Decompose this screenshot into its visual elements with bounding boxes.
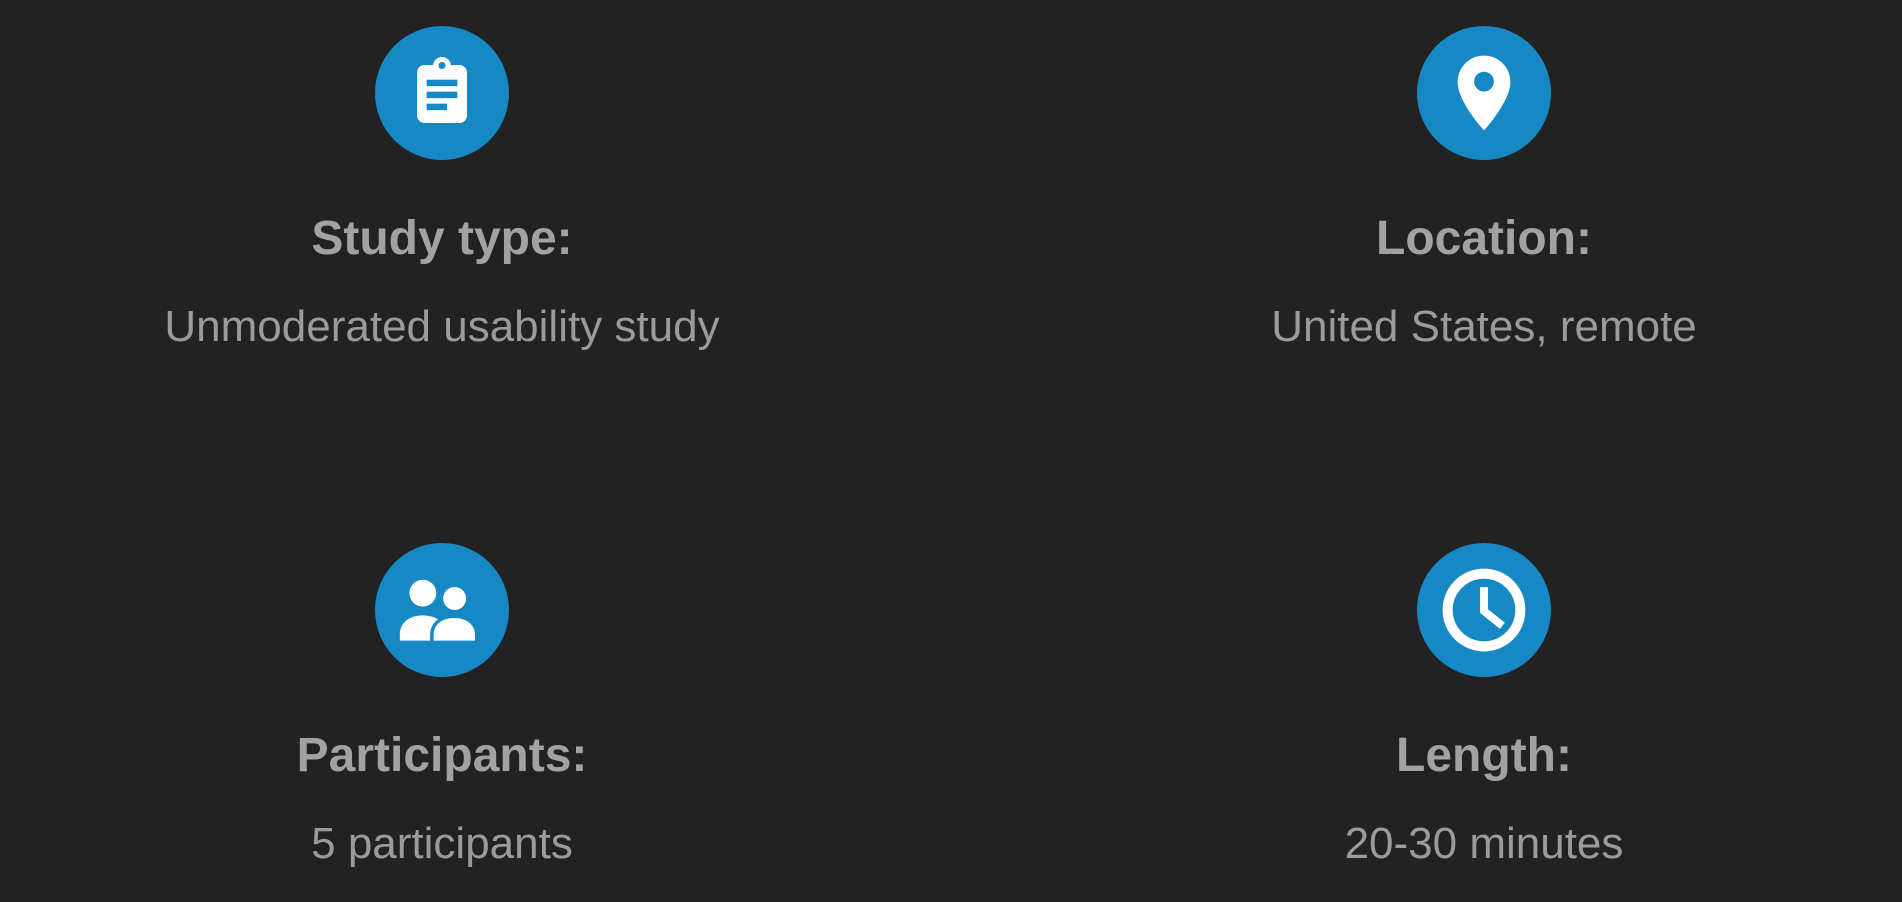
detail-item-location: Location: United States, remote [1134, 26, 1834, 356]
location-label: Location: [1376, 212, 1592, 265]
participants-icon [375, 543, 509, 677]
clipboard-icon [375, 26, 509, 160]
study-type-label: Study type: [311, 212, 573, 265]
location-pin-icon [1417, 26, 1551, 160]
location-value: United States, remote [1271, 302, 1697, 352]
clock-icon [1417, 543, 1551, 677]
detail-item-study-type: Study type: Unmoderated usability study [92, 26, 792, 356]
detail-item-length: Length: 20-30 minutes [1134, 543, 1834, 873]
participants-value: 5 participants [311, 819, 573, 869]
detail-item-participants: Participants: 5 participants [92, 543, 792, 873]
participants-label: Participants: [296, 729, 588, 782]
length-label: Length: [1396, 729, 1572, 782]
length-value: 20-30 minutes [1344, 819, 1624, 869]
study-type-value: Unmoderated usability study [164, 302, 720, 352]
